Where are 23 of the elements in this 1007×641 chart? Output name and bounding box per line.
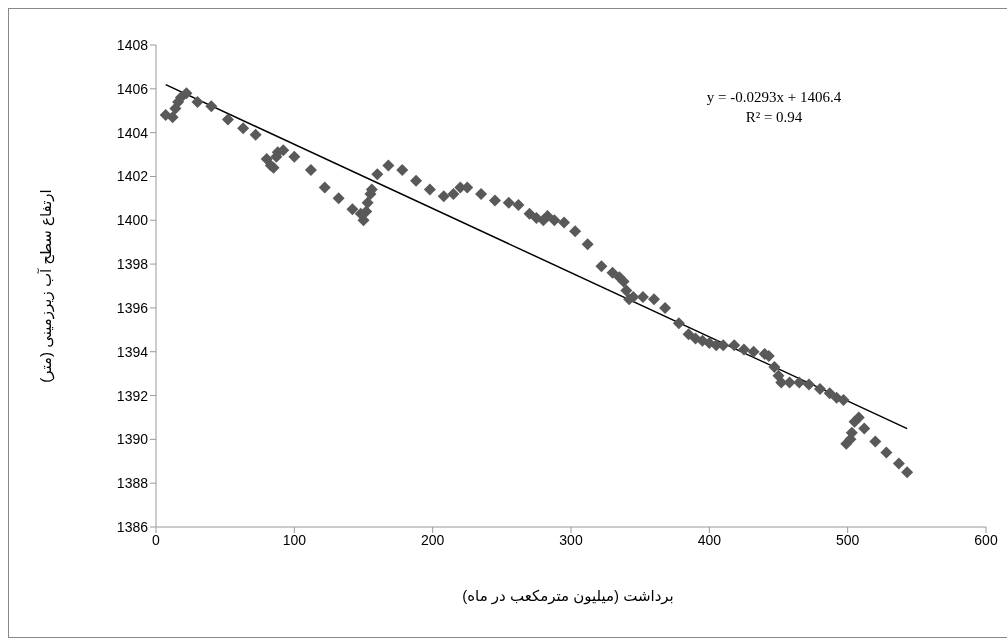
y-tick-label: 1404: [116, 124, 149, 141]
y-tick-label: 1396: [116, 299, 149, 316]
y-tick-label: 1394: [116, 343, 149, 360]
x-axis-title: برداشت (میلیون مترمکعب در ماه): [461, 587, 675, 605]
y-tick-label: 1408: [116, 36, 149, 53]
y-tick-label: 1390: [116, 431, 149, 448]
x-tick-label: 500: [835, 531, 860, 548]
x-tick-label: 600: [974, 531, 998, 548]
annotation: y = -0.0293x + 1406.4: [705, 88, 843, 107]
x-tick-label: 0: [152, 531, 161, 548]
y-tick-label: 1400: [116, 212, 149, 229]
x-tick-label: 400: [697, 531, 722, 548]
y-tick-label: 1388: [116, 475, 149, 492]
y-axis-title: ارتفاع سطح آب زیرزمینی (متر): [37, 188, 55, 385]
y-tick-label: 1392: [116, 387, 149, 404]
x-tick-label: 100: [282, 531, 307, 548]
annotation: R² = 0.94: [744, 108, 804, 127]
y-tick-label: 1386: [116, 518, 149, 535]
x-tick-label: 300: [559, 531, 583, 548]
y-tick-label: 1402: [116, 168, 149, 185]
y-tick-label: 1398: [116, 256, 149, 273]
x-tick-label: 200: [420, 531, 445, 548]
y-tick-label: 1406: [116, 80, 149, 97]
